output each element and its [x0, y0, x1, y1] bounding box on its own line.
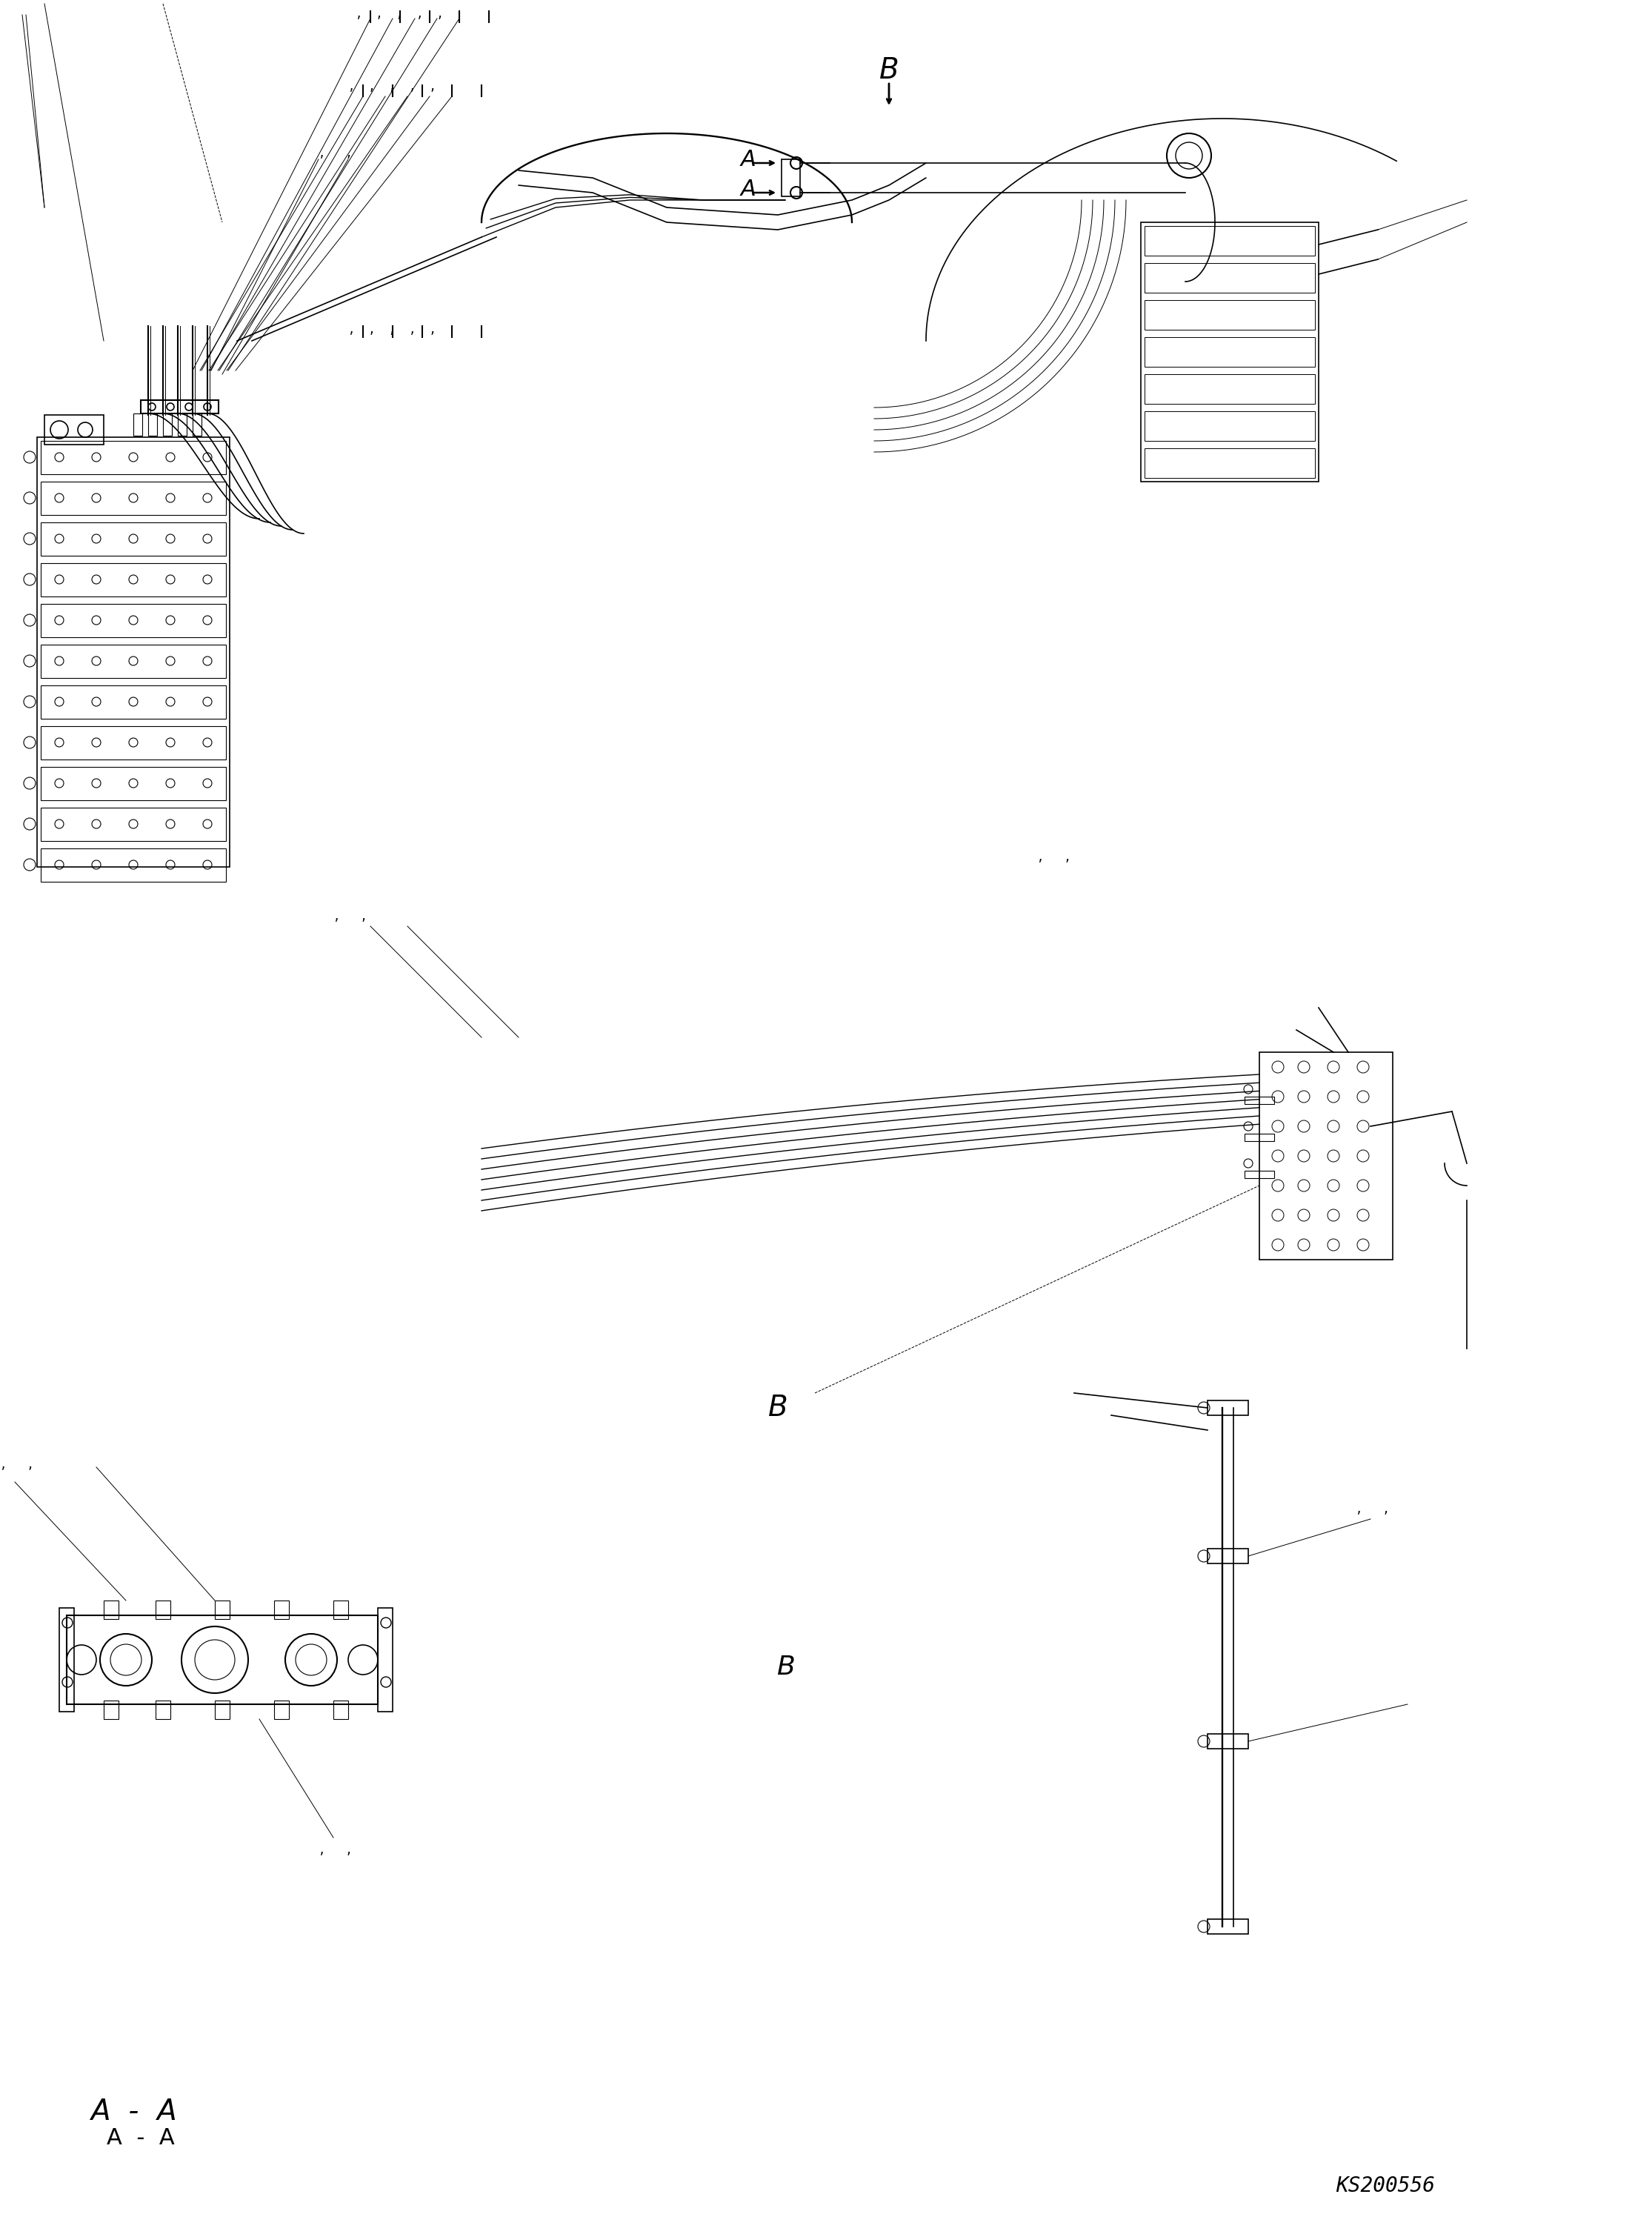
Bar: [334, 1601, 349, 1618]
Bar: [41, 807, 226, 840]
Bar: [134, 412, 142, 437]
Bar: [41, 523, 226, 556]
Bar: [274, 1601, 289, 1618]
Bar: [155, 1601, 170, 1618]
Bar: [1244, 1171, 1274, 1177]
Bar: [41, 767, 226, 800]
Text: ,  ,  ,  ,  ,: , , , , ,: [349, 324, 436, 335]
Text: B: B: [768, 1394, 788, 1421]
Bar: [59, 1607, 74, 1712]
Bar: [1145, 299, 1315, 330]
Text: ,   ,: , ,: [334, 911, 367, 922]
Text: A  -  A: A - A: [91, 2097, 177, 2126]
Bar: [215, 1601, 230, 1618]
Bar: [45, 415, 104, 446]
Text: A: A: [740, 149, 757, 171]
Bar: [1145, 264, 1315, 293]
Bar: [41, 849, 226, 882]
Bar: [41, 727, 226, 760]
Bar: [334, 1700, 349, 1718]
Bar: [104, 1700, 119, 1718]
Bar: [41, 645, 226, 678]
Text: KS200556: KS200556: [1336, 2175, 1436, 2197]
Bar: [1145, 448, 1315, 479]
Bar: [41, 685, 226, 718]
Bar: [193, 412, 202, 437]
Bar: [378, 1607, 393, 1712]
Bar: [274, 1700, 289, 1718]
Bar: [1145, 410, 1315, 441]
Bar: [164, 412, 172, 437]
Text: A: A: [740, 177, 757, 200]
Bar: [1145, 375, 1315, 403]
Text: ,   ,: , ,: [1356, 1503, 1389, 1514]
Bar: [1142, 222, 1318, 481]
Bar: [1208, 1401, 1249, 1414]
Bar: [215, 1700, 230, 1718]
Bar: [149, 412, 157, 437]
Bar: [178, 412, 187, 437]
Bar: [1145, 226, 1315, 255]
Bar: [41, 441, 226, 474]
Bar: [140, 399, 218, 412]
Bar: [36, 437, 230, 867]
Text: B: B: [776, 1654, 795, 1680]
Bar: [41, 603, 226, 636]
Bar: [1244, 1133, 1274, 1142]
Bar: [1208, 1920, 1249, 1933]
Bar: [1208, 1550, 1249, 1563]
Bar: [1208, 1734, 1249, 1749]
Bar: [41, 481, 226, 514]
Bar: [104, 1601, 119, 1618]
Bar: [781, 160, 800, 197]
Text: ,  ,  ,  ,  ,: , , , , ,: [349, 82, 436, 93]
Text: ,   ,: , ,: [0, 1459, 33, 1470]
Bar: [155, 1700, 170, 1718]
Text: ,   ,: , ,: [319, 1845, 352, 1856]
Bar: [66, 1616, 378, 1705]
Text: B: B: [879, 55, 899, 84]
Text: ,  ,  ,  ,  ,: , , , , ,: [355, 9, 443, 20]
Text: A  -  A: A - A: [107, 2126, 175, 2148]
Text: ,   ,: , ,: [319, 149, 352, 160]
Bar: [41, 563, 226, 596]
Bar: [1244, 1097, 1274, 1104]
Text: ,   ,: , ,: [1037, 851, 1070, 862]
Bar: [1145, 337, 1315, 366]
Bar: [1259, 1053, 1393, 1259]
